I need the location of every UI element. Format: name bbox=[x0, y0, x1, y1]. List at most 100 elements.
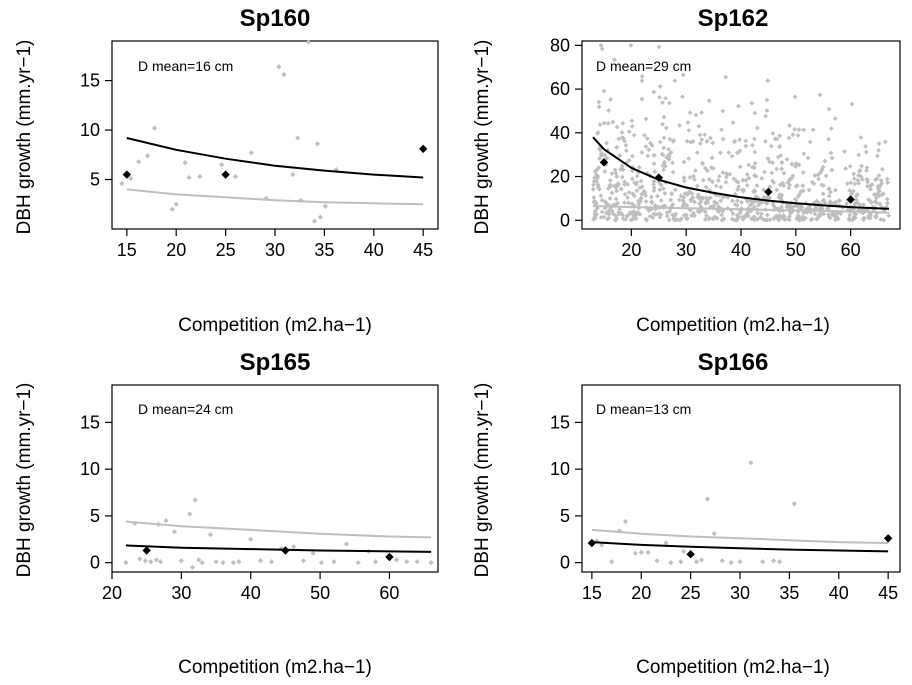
data-point bbox=[818, 170, 823, 176]
data-point bbox=[428, 560, 434, 566]
data-point bbox=[597, 156, 602, 161]
data-point bbox=[764, 200, 770, 206]
data-point bbox=[651, 188, 657, 194]
y-tick-label: 80 bbox=[550, 35, 570, 55]
data-point bbox=[832, 116, 838, 121]
data-point bbox=[673, 211, 679, 217]
data-point bbox=[779, 166, 785, 172]
data-point bbox=[685, 190, 691, 196]
x-tick-label: 60 bbox=[841, 240, 861, 260]
data-point bbox=[861, 215, 867, 221]
data-point bbox=[644, 136, 650, 141]
data-point bbox=[698, 557, 705, 563]
data-point bbox=[599, 542, 605, 548]
data-point bbox=[703, 200, 709, 206]
data-point bbox=[796, 127, 802, 133]
data-point bbox=[812, 173, 818, 178]
data-point bbox=[276, 64, 282, 70]
data-point bbox=[884, 176, 890, 182]
data-point bbox=[847, 163, 853, 169]
data-point bbox=[765, 156, 771, 161]
x-tick-label: 60 bbox=[379, 583, 399, 603]
data-point bbox=[800, 170, 806, 175]
data-point bbox=[657, 94, 662, 100]
data-point bbox=[661, 114, 667, 120]
data-point bbox=[684, 138, 690, 144]
data-point bbox=[790, 132, 796, 138]
data-point bbox=[602, 169, 608, 174]
data-point bbox=[800, 188, 806, 194]
data-point bbox=[678, 559, 684, 565]
data-point bbox=[752, 165, 757, 171]
data-point bbox=[826, 186, 832, 192]
data-point bbox=[720, 136, 726, 142]
data-point bbox=[850, 188, 856, 194]
data-point bbox=[838, 211, 844, 217]
data-point bbox=[794, 216, 800, 222]
plot-area: 20 30 40 50 60 0 20 40 60 80 bbox=[550, 35, 901, 260]
data-point bbox=[872, 177, 878, 183]
data-point bbox=[879, 166, 885, 172]
data-point bbox=[601, 88, 607, 94]
data-point bbox=[661, 145, 667, 151]
y-axis-label: DBH growth (mm.yr−1) bbox=[472, 40, 493, 235]
data-point bbox=[792, 126, 798, 132]
data-point bbox=[847, 188, 853, 193]
data-point bbox=[630, 216, 635, 222]
panel-title: Sp165 bbox=[240, 349, 311, 376]
data-point bbox=[806, 187, 812, 193]
data-point bbox=[761, 187, 766, 193]
data-point bbox=[793, 197, 799, 203]
class-means bbox=[587, 534, 893, 559]
data-point bbox=[598, 214, 604, 220]
data-point bbox=[656, 44, 662, 50]
y-axis: 5 10 15 bbox=[80, 71, 112, 190]
data-point bbox=[720, 108, 726, 114]
data-point bbox=[704, 496, 711, 502]
data-point bbox=[708, 165, 714, 170]
data-point bbox=[707, 135, 713, 141]
data-point bbox=[825, 206, 830, 212]
mean-point bbox=[221, 170, 230, 179]
data-point bbox=[699, 110, 705, 115]
data-point bbox=[694, 150, 700, 156]
data-point bbox=[843, 166, 849, 171]
data-point bbox=[622, 179, 628, 185]
data-point bbox=[591, 217, 596, 222]
data-point bbox=[777, 192, 783, 198]
data-point bbox=[864, 168, 869, 173]
data-point bbox=[856, 180, 862, 186]
data-point bbox=[393, 557, 399, 563]
data-point bbox=[667, 136, 673, 142]
data-point bbox=[786, 135, 792, 141]
d-mean-annotation: D mean=13 cm bbox=[596, 401, 691, 417]
d-mean-annotation: D mean=24 cm bbox=[138, 401, 233, 417]
data-point bbox=[792, 94, 798, 100]
data-point bbox=[609, 559, 615, 565]
data-point bbox=[658, 182, 664, 188]
data-point bbox=[669, 160, 675, 166]
class-means bbox=[142, 546, 394, 562]
data-point bbox=[776, 214, 782, 219]
data-point bbox=[613, 196, 619, 202]
data-point bbox=[310, 550, 316, 556]
data-point bbox=[590, 182, 596, 188]
data-point bbox=[672, 187, 678, 193]
class-means bbox=[599, 158, 855, 204]
data-point bbox=[655, 193, 660, 199]
data-point bbox=[688, 139, 694, 145]
data-point bbox=[619, 163, 625, 169]
data-point bbox=[851, 176, 857, 181]
data-point bbox=[736, 184, 742, 190]
x-tick-label: 50 bbox=[786, 240, 806, 260]
data-point bbox=[787, 177, 793, 183]
data-point bbox=[625, 195, 630, 200]
data-point bbox=[639, 78, 645, 84]
y-tick-label: 5 bbox=[90, 170, 100, 190]
data-point bbox=[657, 214, 663, 220]
data-point bbox=[291, 544, 297, 550]
data-point bbox=[629, 123, 635, 129]
data-point bbox=[697, 132, 703, 138]
data-point bbox=[706, 216, 712, 222]
data-point bbox=[699, 137, 705, 142]
